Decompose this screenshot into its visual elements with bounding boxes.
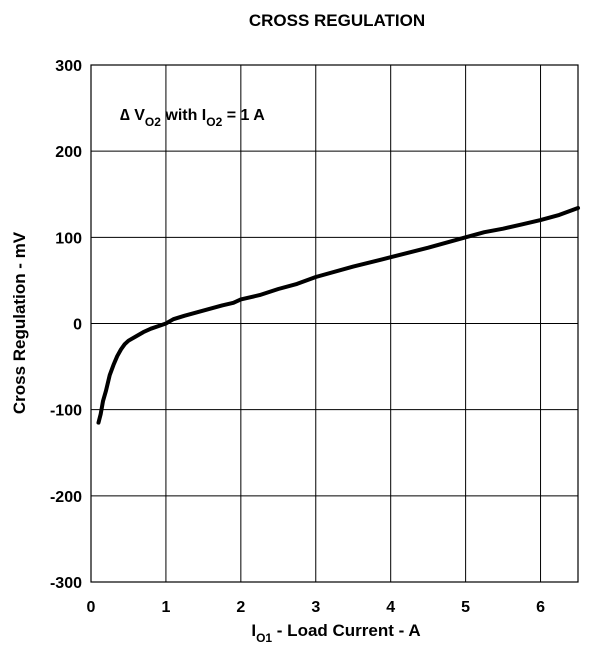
x-axis-label-rest: - Load Current - A [272, 621, 421, 640]
x-tick-label: 3 [311, 599, 320, 616]
x-tick-label: 6 [536, 599, 545, 616]
y-tick-label: -300 [50, 575, 82, 592]
x-axis-label-main: I [251, 621, 256, 640]
x-tick-labels: 0 1 2 3 4 5 6 [87, 599, 546, 616]
x-axis-label: IO1 - Load Current - A [251, 621, 420, 645]
grid [91, 65, 578, 582]
x-tick-label: 0 [87, 599, 96, 616]
x-axis-label-sub: O1 [256, 631, 272, 645]
y-tick-label: -200 [50, 489, 82, 506]
x-tick-label: 2 [236, 599, 245, 616]
y-tick-labels: -300 -200 -100 0 100 200 300 [50, 58, 82, 592]
annotation-rest: = 1 A [222, 107, 265, 124]
y-tick-label: 200 [55, 144, 82, 161]
x-tick-label: 4 [386, 599, 395, 616]
y-tick-label: 100 [55, 230, 82, 247]
x-tick-label: 1 [161, 599, 170, 616]
annotation: ∆ VO2 with IO2 = 1 A [120, 107, 265, 129]
x-tick-label: 5 [461, 599, 470, 616]
annotation-delta: ∆ V [120, 107, 145, 124]
y-tick-label: 300 [55, 58, 82, 75]
plot-frame [90, 64, 579, 583]
chart-title: CROSS REGULATION [249, 11, 425, 30]
annotation-mid: with I [161, 107, 206, 124]
series-line [96, 206, 580, 425]
annotation-sub1: O2 [145, 115, 161, 129]
y-axis-label: Cross Regulation - mV [10, 231, 29, 414]
y-tick-label: -100 [50, 403, 82, 420]
y-tick-label: 0 [73, 317, 82, 334]
annotation-sub2: O2 [206, 115, 222, 129]
